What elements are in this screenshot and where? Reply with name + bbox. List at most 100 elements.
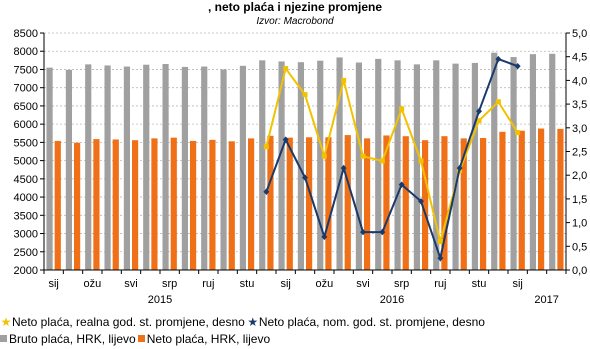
bar-gross-wage [143,64,150,271]
point-real-change [283,66,289,72]
x-tick-label: ruj [434,278,446,290]
legend-item-nominal-change: ★Neto plaća, nom. god. st. promjene, des… [247,314,485,331]
right-tick-label: 3,5 [572,99,587,111]
left-tick-label: 6000 [14,119,38,131]
point-real-change [379,158,385,164]
point-nominal-change [379,228,386,236]
bar-net-wage [170,137,177,270]
left-tick-label: 5000 [14,156,38,168]
legend-item-real-change: ★Neto plaća, realna god. st. promjene, d… [0,314,245,331]
x-tick-label: ožu [315,278,333,290]
bar-net-wage [441,136,448,270]
grid-lines [44,32,566,271]
point-real-change [360,153,366,159]
bar-net-wage [151,138,158,270]
legend-star-icon: ★ [0,315,12,329]
left-tick-label: 2500 [14,247,38,259]
x-year-label: 2017 [534,294,558,306]
wage-chart: , neto plaća i njezine promjene Izvor: M… [14,0,588,306]
bar-gross-wage [491,52,498,270]
bar-net-wage [402,136,409,270]
bar-gross-wage [278,61,285,270]
x-tick-label: stu [472,278,487,290]
legend-item-net-wage: Neto plaća, HRK, lijevo [137,331,271,348]
right-tick-label: 4,5 [572,52,587,64]
legend-label: Bruto plaća, HRK, lijevo [9,332,136,346]
bar-gross-wage [529,54,536,271]
bar-net-wage [54,140,61,270]
bar-net-wage [383,135,390,270]
bar-gross-wage [471,62,478,270]
point-real-change [321,153,327,159]
x-tick-label: ožu [83,278,101,290]
bar-gross-wage [220,69,227,270]
bar-gross-wage [317,60,324,270]
point-nominal-change [456,164,463,172]
point-real-change [399,106,405,112]
bar-net-wage [364,138,371,270]
bar-net-wage [209,139,216,270]
left-tick-label: 7000 [14,83,38,95]
right-tick-label: 0,5 [572,241,587,253]
bar-gross-wage [181,66,188,270]
line-series [263,55,521,262]
bar-series [46,52,564,271]
legend-row: Bruto plaća, HRK, lijevo Neto plaća, HRK,… [0,331,590,348]
bar-gross-wage [297,62,304,270]
right-tick-label: 2,5 [572,147,587,159]
point-real-change [341,77,347,83]
point-real-change [437,239,443,245]
bar-gross-wage [394,60,401,270]
right-tick-label: 0,0 [572,265,587,277]
legend-star-icon: ★ [247,315,259,329]
bar-net-wage [286,137,293,270]
point-nominal-change [495,55,502,63]
bar-gross-wage [375,58,382,270]
x-tick-label: sij [512,278,522,290]
chart-source: Izvor: Macrobond [256,16,334,27]
bar-gross-wage [201,66,208,270]
left-tick-label: 7500 [14,64,38,76]
bar-net-wage [267,135,274,270]
x-year-label: 2015 [148,294,172,306]
left-tick-label: 8500 [14,28,38,40]
point-nominal-change [340,164,347,172]
bar-net-wage [480,138,487,270]
x-tick-label: svi [124,278,137,290]
legend-square-icon [137,335,145,342]
legend-label: Neto plaća, HRK, lijevo [146,332,271,346]
bar-gross-wage [510,57,517,270]
bar-gross-wage [239,65,246,270]
bar-net-wage [538,128,545,270]
bar-gross-wage [413,64,420,270]
left-tick-label: 3500 [14,210,38,222]
point-real-change [476,118,482,124]
x-tick-label: stu [240,278,255,290]
bar-net-wage [344,135,351,270]
left-tick-label: 8000 [14,46,38,58]
x-tick-label: srp [394,278,409,290]
x-tick-label: sij [48,278,58,290]
left-tick-label: 5500 [14,137,38,149]
bar-net-wage [306,137,313,270]
bar-net-wage [325,137,332,270]
point-nominal-change [360,228,366,236]
legend-item-gross-wage: Bruto plaća, HRK, lijevo [0,331,136,348]
legend-label: Neto plaća, nom. god. st. promjene, desn… [258,315,485,329]
right-tick-label: 1,0 [572,218,587,230]
bar-net-wage [74,142,81,270]
x-year-label: 2016 [380,294,404,306]
bar-gross-wage [85,64,92,270]
bar-gross-wage [259,60,266,270]
right-tick-label: 4,0 [572,75,587,87]
x-tick-label: svi [356,278,369,290]
left-tick-label: 4000 [14,192,38,204]
line-nominal-change [265,57,519,262]
right-tick-label: 5,0 [572,28,587,40]
bar-net-wage [132,140,139,270]
point-nominal-change [321,233,328,241]
point-nominal-change [418,198,424,205]
bar-net-wage [422,140,429,270]
axes [40,32,570,274]
point-real-change [418,158,424,164]
